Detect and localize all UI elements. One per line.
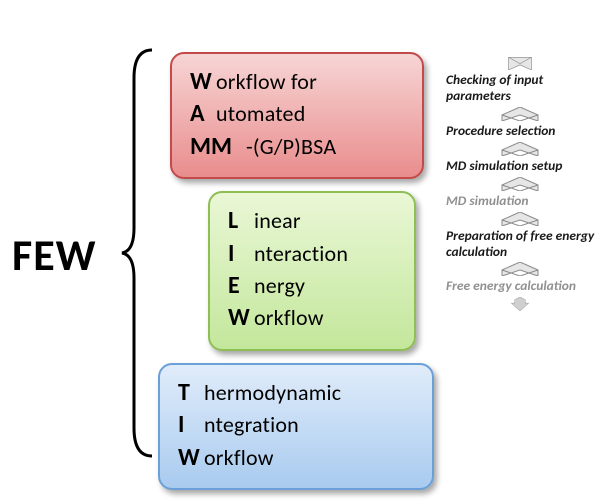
bracket <box>120 48 154 458</box>
acronym-letter: W <box>190 66 216 98</box>
acronym-letter: E <box>228 270 254 302</box>
box-line: Linear <box>228 205 398 237</box>
acronym-rest: hermodynamic <box>204 378 341 408</box>
box-line: Workflow <box>228 302 398 334</box>
box-line: MM-(G/P)BSA <box>190 131 406 163</box>
acronym-letter: A <box>190 98 216 130</box>
box-line: Workflow <box>178 442 416 474</box>
boxes-container: Workflow forAutomatedMM-(G/P)BSALinearIn… <box>158 52 458 502</box>
acronym-rest: orkflow for <box>216 67 317 97</box>
box-line: Workflow for <box>190 66 406 98</box>
acronym-rest: nergy <box>254 271 305 301</box>
box-line: Thermodynamic <box>178 377 416 409</box>
arrow-segment <box>500 107 540 121</box>
acronym-rest: orkflow <box>204 443 274 473</box>
arrow-segment <box>500 212 540 226</box>
step-label: Procedure selection <box>444 121 596 142</box>
acronym-rest: orkflow <box>254 303 324 333</box>
arrow-segment <box>500 262 540 276</box>
step-label: MD simulation setup <box>444 156 596 177</box>
acronym-rest: inear <box>254 206 301 236</box>
acronym-rest: -(G/P)BSA <box>246 132 336 162</box>
box-line: Integration <box>178 409 416 441</box>
acronym-letter: L <box>228 205 254 237</box>
acronym-letter: W <box>178 442 204 474</box>
box-line: Automated <box>190 98 406 130</box>
arrow-segment <box>500 56 540 70</box>
acronym-letter: W <box>228 302 254 334</box>
main-title: FEW <box>12 228 97 282</box>
arrow-segment <box>500 142 540 156</box>
arrow-segment <box>500 177 540 191</box>
acronym-rest: utomated <box>216 99 305 129</box>
box-wamm: Workflow forAutomatedMM-(G/P)BSA <box>170 52 424 179</box>
box-tiw: ThermodynamicIntegrationWorkflow <box>158 363 434 490</box>
box-line: Energy <box>228 270 398 302</box>
acronym-letter: T <box>178 377 204 409</box>
acronym-rest: nteraction <box>254 239 348 269</box>
acronym-letter: I <box>228 238 254 270</box>
acronym-rest: ntegration <box>204 410 299 440</box>
acronym-letter: MM <box>190 131 246 163</box>
box-line: Interaction <box>228 238 398 270</box>
arrow-segment <box>500 297 540 311</box>
acronym-letter: I <box>178 409 204 441</box>
step-label: MD simulation <box>444 191 596 212</box>
steps-column: Checking of input parameters Procedure s… <box>444 56 596 311</box>
step-label: Free energy calculation <box>444 276 596 297</box>
step-label: Preparation of free energy calculation <box>444 226 596 263</box>
step-label: Checking of input parameters <box>444 70 596 107</box>
box-liew: LinearInteractionEnergyWorkflow <box>208 191 416 351</box>
